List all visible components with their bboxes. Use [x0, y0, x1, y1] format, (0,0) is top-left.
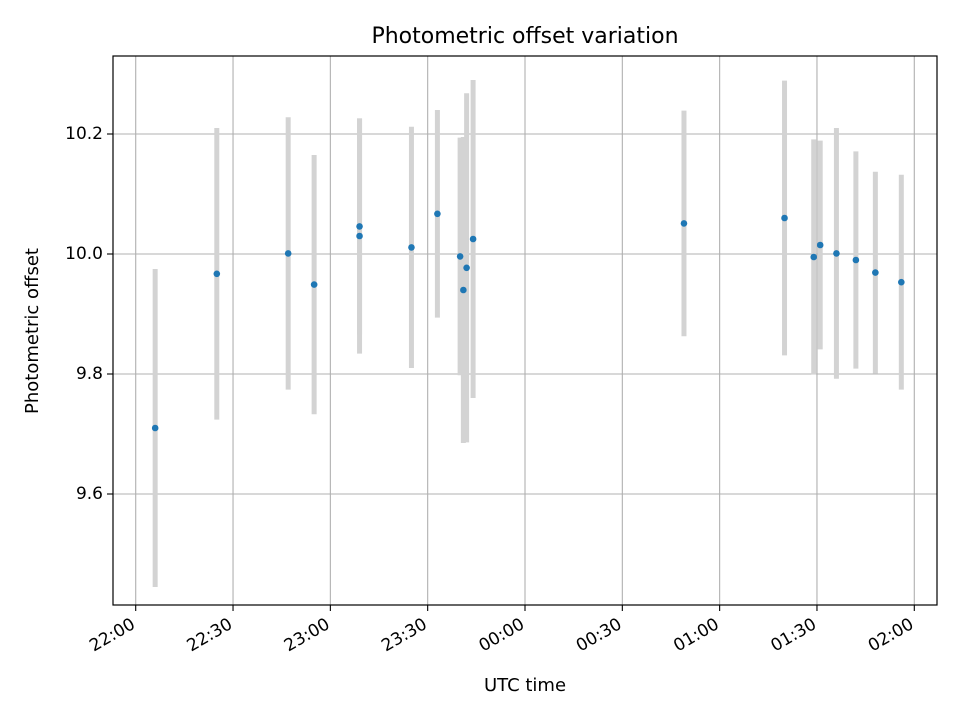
data-point	[356, 223, 363, 230]
y-axis-label: Photometric offset	[22, 248, 43, 414]
data-point	[816, 241, 824, 249]
x-axis-label: UTC time	[484, 675, 566, 696]
data-point	[284, 250, 292, 257]
data-point	[898, 278, 905, 286]
data-point	[213, 270, 221, 278]
data-point	[810, 253, 818, 261]
data-point	[434, 210, 441, 218]
data-point	[310, 281, 318, 288]
data-point	[356, 232, 363, 240]
y-tick-label: 9.6	[76, 484, 103, 504]
data-point	[463, 264, 470, 272]
data-point	[680, 220, 688, 227]
point-layer	[151, 210, 905, 432]
data-point	[456, 253, 464, 260]
y-tick-label: 10.2	[65, 124, 103, 144]
data-point	[408, 244, 415, 251]
grid-layer	[113, 56, 937, 605]
data-point	[469, 235, 477, 243]
data-point	[833, 250, 840, 257]
data-point	[872, 269, 879, 276]
data-point	[151, 424, 159, 432]
chart-title: Photometric offset variation	[371, 24, 678, 49]
data-point	[781, 214, 788, 222]
data-point	[852, 256, 860, 264]
y-tick-label: 10.0	[65, 244, 103, 264]
data-point	[460, 286, 467, 294]
y-tick-label: 9.8	[76, 364, 103, 384]
